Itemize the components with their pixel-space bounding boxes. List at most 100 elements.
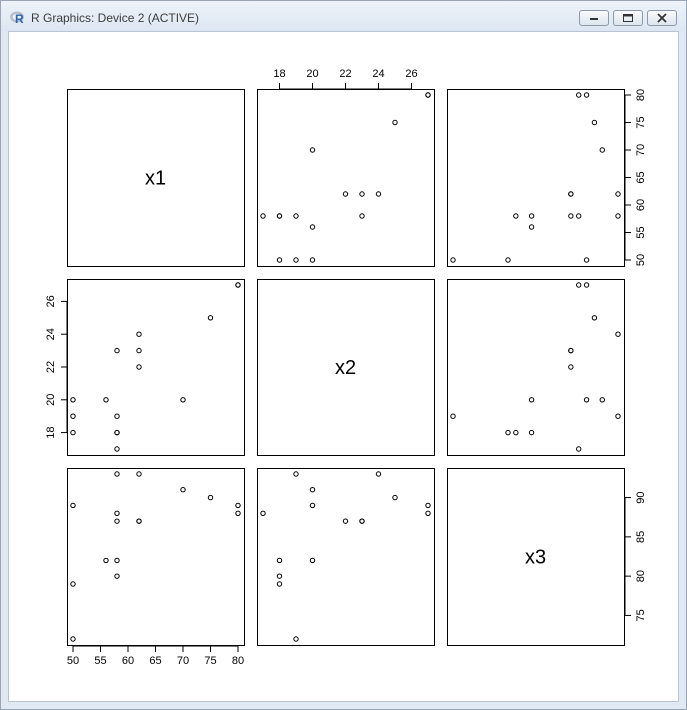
data-point bbox=[207, 494, 214, 501]
data-point bbox=[392, 494, 398, 501]
tick-label: 70 bbox=[177, 655, 189, 667]
window-title: R Graphics: Device 2 (ACTIVE) bbox=[31, 11, 200, 25]
pairs-plot: x1 x2 x3 50 55 60 65 70 75 80 50 55 60 65 70 75 80 18 20 22… bbox=[45, 68, 647, 667]
data-point bbox=[583, 92, 590, 98]
data-point bbox=[359, 518, 365, 524]
tick-label: 55 bbox=[635, 226, 647, 238]
data-point bbox=[114, 471, 120, 477]
data-point bbox=[114, 518, 120, 524]
data-point bbox=[114, 573, 120, 579]
data-point bbox=[114, 557, 120, 564]
data-point bbox=[276, 557, 283, 564]
tick-label: 50 bbox=[67, 655, 79, 667]
tick-label: 24 bbox=[372, 68, 384, 80]
tick-label: 65 bbox=[149, 655, 161, 667]
close-icon bbox=[657, 13, 667, 23]
data-point bbox=[309, 502, 316, 509]
data-point bbox=[136, 518, 142, 524]
data-point bbox=[309, 224, 316, 230]
data-point bbox=[260, 510, 266, 516]
data-point bbox=[342, 518, 349, 524]
data-point bbox=[293, 213, 299, 219]
r-logo-icon: R bbox=[10, 11, 24, 25]
tick-label: 26 bbox=[45, 295, 57, 307]
minimize-icon bbox=[590, 18, 598, 20]
data-point bbox=[568, 347, 574, 354]
data-point bbox=[180, 487, 186, 493]
tick-label: 60 bbox=[635, 199, 647, 211]
data-point bbox=[276, 213, 283, 219]
data-point bbox=[70, 581, 76, 587]
tick-label: 50 bbox=[635, 254, 647, 266]
data-point bbox=[528, 429, 535, 436]
tick-label: 22 bbox=[45, 361, 57, 373]
data-point bbox=[425, 92, 431, 98]
data-point bbox=[505, 429, 511, 436]
variable-label-x2: x2 bbox=[335, 357, 356, 379]
tick-label: 22 bbox=[339, 68, 351, 80]
data-point bbox=[425, 502, 431, 509]
data-point bbox=[70, 502, 76, 509]
data-point bbox=[293, 257, 299, 263]
data-point bbox=[103, 557, 109, 564]
data-point bbox=[235, 502, 241, 509]
data-point bbox=[235, 282, 241, 288]
tick-label: 75 bbox=[635, 116, 647, 128]
data-point bbox=[528, 213, 535, 219]
minimize-button[interactable] bbox=[579, 10, 609, 26]
data-point bbox=[293, 471, 299, 477]
panel-frame bbox=[447, 279, 625, 456]
tick-label: 60 bbox=[122, 655, 134, 667]
panel-frame bbox=[257, 468, 435, 646]
data-point bbox=[576, 282, 582, 288]
data-point bbox=[576, 446, 582, 452]
data-point bbox=[70, 636, 76, 642]
close-button[interactable] bbox=[647, 10, 677, 26]
panel-frame bbox=[67, 468, 245, 646]
tick-label: 18 bbox=[45, 426, 57, 438]
maximize-button[interactable] bbox=[613, 10, 643, 26]
svg-text:R: R bbox=[15, 12, 24, 25]
data-point bbox=[375, 191, 382, 197]
title-bar[interactable]: R R Graphics: Device 2 (ACTIVE) bbox=[1, 1, 686, 31]
data-point bbox=[599, 397, 605, 403]
data-point bbox=[583, 397, 590, 403]
tick-label: 80 bbox=[635, 89, 647, 101]
tick-label: 20 bbox=[306, 68, 318, 80]
data-point bbox=[276, 257, 283, 263]
panel-frame bbox=[67, 89, 245, 267]
data-point bbox=[114, 347, 120, 354]
data-point bbox=[309, 147, 316, 153]
data-point bbox=[207, 315, 214, 321]
data-point bbox=[276, 573, 283, 579]
data-point bbox=[260, 213, 266, 219]
variable-label-x1: x1 bbox=[145, 168, 166, 190]
data-point bbox=[114, 510, 120, 516]
data-point bbox=[70, 397, 76, 403]
data-point bbox=[136, 331, 142, 337]
data-point bbox=[568, 364, 574, 370]
tick-label: 80 bbox=[635, 570, 647, 582]
variable-label-x3: x3 bbox=[525, 547, 546, 569]
data-point bbox=[583, 257, 590, 263]
tick-label: 65 bbox=[635, 171, 647, 183]
data-point bbox=[309, 557, 316, 564]
data-point bbox=[450, 257, 456, 263]
tick-label: 18 bbox=[273, 68, 285, 80]
data-point bbox=[359, 213, 365, 219]
data-point bbox=[591, 315, 598, 321]
tick-label: 90 bbox=[635, 491, 647, 503]
tick-label: 75 bbox=[204, 655, 216, 667]
data-point bbox=[615, 331, 621, 337]
data-point bbox=[293, 636, 299, 642]
data-point bbox=[599, 147, 605, 153]
data-point bbox=[513, 213, 519, 219]
data-point bbox=[103, 397, 109, 403]
data-point bbox=[583, 282, 590, 288]
data-point bbox=[576, 92, 582, 98]
data-point bbox=[591, 119, 598, 126]
panel-frame bbox=[257, 279, 435, 456]
panel-frame bbox=[257, 89, 435, 267]
data-point bbox=[276, 581, 283, 587]
